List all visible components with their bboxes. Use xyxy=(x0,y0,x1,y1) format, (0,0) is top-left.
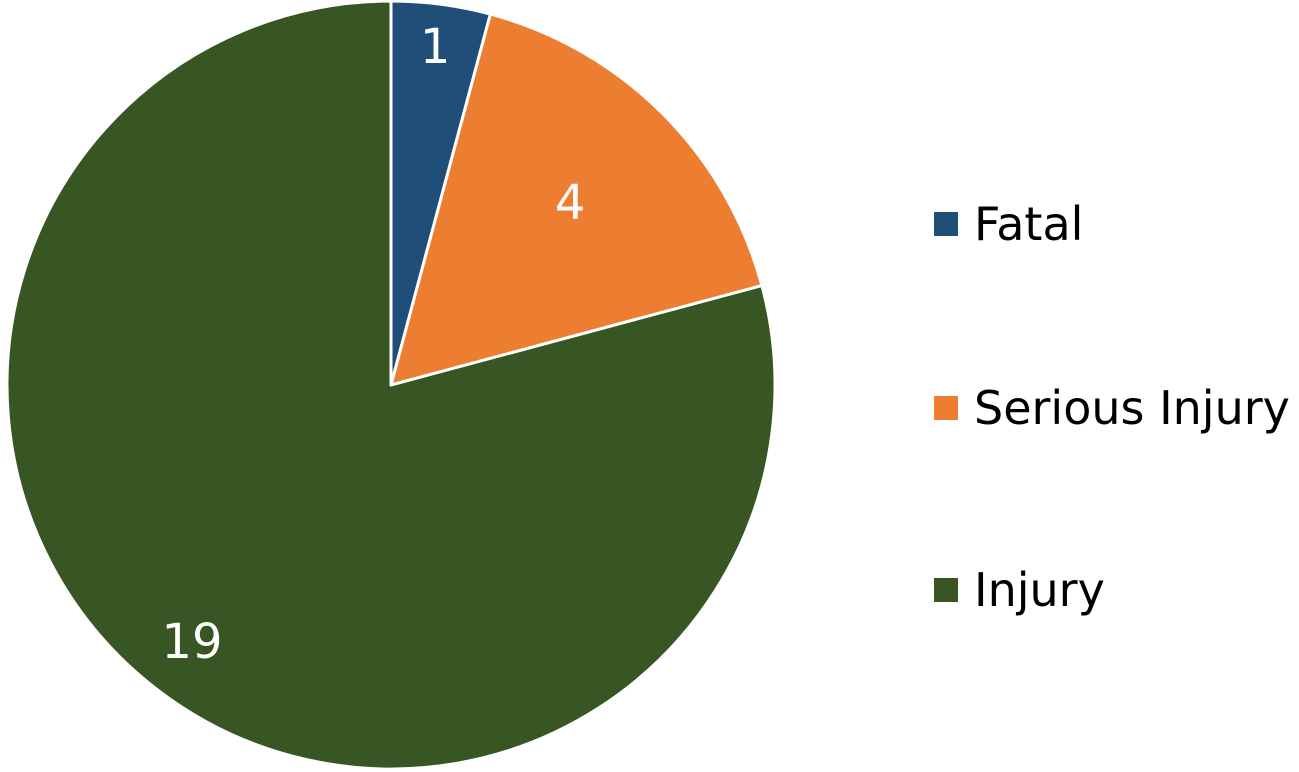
pie-slice-serious-injury xyxy=(389,12,764,387)
legend-item-serious-injury: Serious Injury xyxy=(934,380,1290,436)
legend-label-serious-injury: Serious Injury xyxy=(974,381,1290,435)
pie-slice-injury xyxy=(5,0,777,771)
legend-item-injury: Injury xyxy=(934,562,1105,618)
legend-swatch-injury xyxy=(934,578,958,602)
data-label-fatal: 1 xyxy=(420,19,451,75)
data-label-serious-injury: 4 xyxy=(555,175,586,231)
legend-label-fatal: Fatal xyxy=(974,197,1084,251)
data-label-injury: 19 xyxy=(161,614,222,670)
legend-swatch-serious-injury xyxy=(934,396,958,420)
legend-item-fatal: Fatal xyxy=(934,196,1083,252)
legend-label-injury: Injury xyxy=(974,563,1105,617)
legend-swatch-fatal xyxy=(934,212,958,236)
